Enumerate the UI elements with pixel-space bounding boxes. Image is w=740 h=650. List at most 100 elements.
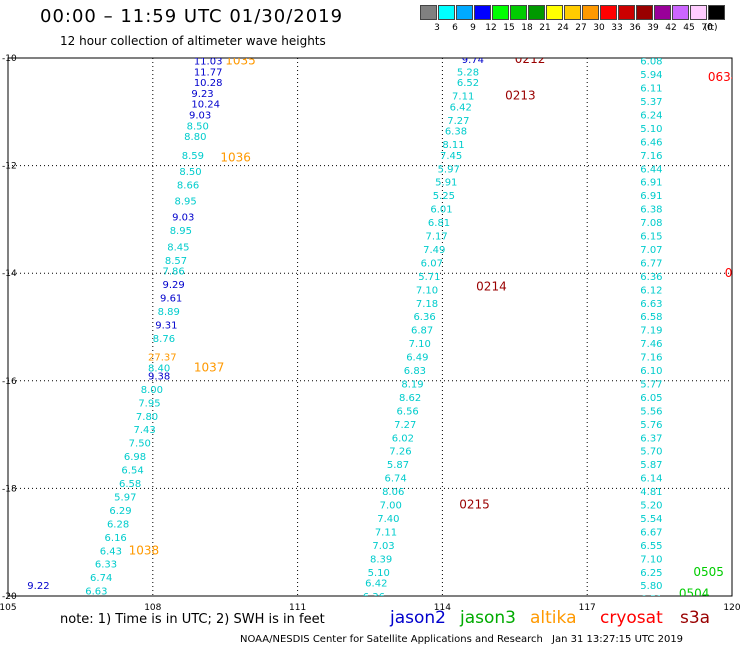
swh-label: 9.03 — [172, 213, 194, 224]
color-scale-label: 21 — [539, 23, 551, 33]
y-tick-label: -14 — [2, 269, 17, 279]
swh-label: 6.56 — [397, 406, 419, 417]
swh-label: 7.26 — [389, 447, 411, 458]
swh-label: 5.80 — [640, 581, 662, 592]
footer-note: note: 1) Time is in UTC; 2) SWH is in fe… — [60, 612, 325, 627]
swh-label: 4.81 — [640, 487, 662, 498]
swh-label: 7.50 — [129, 439, 151, 450]
x-tick-label: 120 — [723, 603, 740, 613]
swh-label: 7.95 — [138, 398, 160, 409]
color-swatch — [492, 5, 509, 20]
swh-label: 7.27 — [447, 116, 469, 127]
swh-label: 8.45 — [167, 242, 189, 253]
swh-label: 6.36 — [413, 312, 435, 323]
swh-label: 1037 — [194, 360, 225, 374]
swh-label: 7.40 — [377, 514, 399, 525]
swh-label: 1035 — [225, 54, 256, 68]
swh-label: 11.03 — [194, 57, 223, 68]
swh-label: 6.51 — [640, 595, 662, 606]
legend-jason2: jason2 — [390, 608, 446, 628]
swh-label: 6.02 — [392, 433, 414, 444]
swh-label: 27.37 — [148, 353, 177, 364]
swh-label: 6.44 — [640, 164, 662, 175]
swh-label: 1036 — [220, 151, 251, 165]
color-scale-label: 36 — [629, 23, 641, 33]
swh-label: 0214 — [476, 280, 507, 294]
color-swatch — [582, 5, 599, 20]
y-tick-label: -16 — [2, 377, 17, 387]
color-scale-label: 70 — [701, 23, 713, 33]
swh-label: 7.49 — [423, 245, 445, 256]
swh-label: 8.76 — [153, 334, 175, 345]
swh-label: 6.33 — [95, 560, 117, 571]
swh-label: 6.63 — [85, 587, 107, 598]
swh-label: 6.91 — [640, 191, 662, 202]
swh-label: 5.20 — [640, 501, 662, 512]
swh-label: 9.38 — [148, 371, 170, 382]
swh-label: 5.77 — [640, 379, 662, 390]
swh-label: 7.27 — [394, 420, 416, 431]
swh-label: 5.97 — [114, 492, 136, 503]
swh-label: 7.03 — [372, 541, 394, 552]
color-scale-label: 24 — [557, 23, 569, 33]
swh-label: 9.03 — [189, 110, 211, 121]
swh-label: 0505 — [693, 565, 724, 579]
swh-label: 6.77 — [640, 258, 662, 269]
swh-label: 5.87 — [640, 460, 662, 471]
swh-label: 6.55 — [640, 541, 662, 552]
swh-label: 6.52 — [457, 78, 479, 89]
color-swatch — [546, 5, 563, 20]
swh-label: 8.19 — [401, 379, 423, 390]
swh-label: 5.76 — [640, 420, 662, 431]
swh-label: 6.98 — [124, 452, 146, 463]
color-scale-label: 45 — [683, 23, 695, 33]
swh-label: 6.42 — [450, 102, 472, 113]
chart-title: 00:00 – 11:59 UTC 01/30/2019 — [40, 6, 344, 27]
swh-label: 9.29 — [162, 280, 184, 291]
swh-label: 5.28 — [457, 67, 479, 78]
swh-label: 8.57 — [165, 256, 187, 267]
swh-label: 6.36 — [363, 592, 385, 603]
swh-label: 6.36 — [640, 272, 662, 283]
color-scale-label: 30 — [593, 23, 605, 33]
swh-label: 5.94 — [640, 70, 662, 81]
swh-label: 5.10 — [368, 568, 390, 579]
color-swatch — [420, 5, 437, 20]
swh-label: 7.10 — [640, 554, 662, 565]
y-tick-label: -10 — [2, 54, 17, 64]
swh-label: 6.83 — [404, 366, 426, 377]
swh-label: 6.46 — [640, 137, 662, 148]
swh-label: 7.00 — [380, 501, 402, 512]
swh-label: 7.43 — [133, 425, 155, 436]
swh-label: 8.89 — [158, 307, 180, 318]
swh-label: 8.59 — [182, 151, 204, 162]
data-points: 11.0311.7710.289.2310.249.039.039.299.61… — [27, 54, 740, 606]
swh-label: 6.58 — [640, 312, 662, 323]
swh-label: 7.16 — [640, 353, 662, 364]
swh-label: 8.95 — [175, 197, 197, 208]
swh-label: 7.10 — [416, 285, 438, 296]
swh-label: 8.06 — [382, 487, 404, 498]
color-scale-label: 33 — [611, 23, 623, 33]
color-swatch — [510, 5, 527, 20]
swh-label: 6.15 — [640, 232, 662, 243]
swh-label: 9.61 — [160, 293, 182, 304]
swh-label: 5.97 — [438, 164, 460, 175]
swh-label: 0504 — [679, 586, 710, 600]
swh-label: 1038 — [129, 543, 160, 557]
swh-label: 5.10 — [640, 124, 662, 135]
color-scale-label: 6 — [452, 23, 458, 33]
swh-label: 7.46 — [640, 339, 662, 350]
swh-label: 8.80 — [184, 132, 206, 143]
color-scale-label: 18 — [521, 23, 533, 33]
swh-label: 0213 — [505, 89, 536, 103]
swh-label: 7.80 — [136, 412, 158, 423]
swh-label: 5.56 — [640, 406, 662, 417]
color-swatch — [528, 5, 545, 20]
swh-label: 6.29 — [109, 506, 131, 517]
swh-label: 6.11 — [640, 84, 662, 95]
color-swatch — [474, 5, 491, 20]
color-scale-label: 3 — [434, 23, 440, 33]
swh-label: 063 — [725, 266, 740, 280]
swh-label: 5.37 — [640, 97, 662, 108]
